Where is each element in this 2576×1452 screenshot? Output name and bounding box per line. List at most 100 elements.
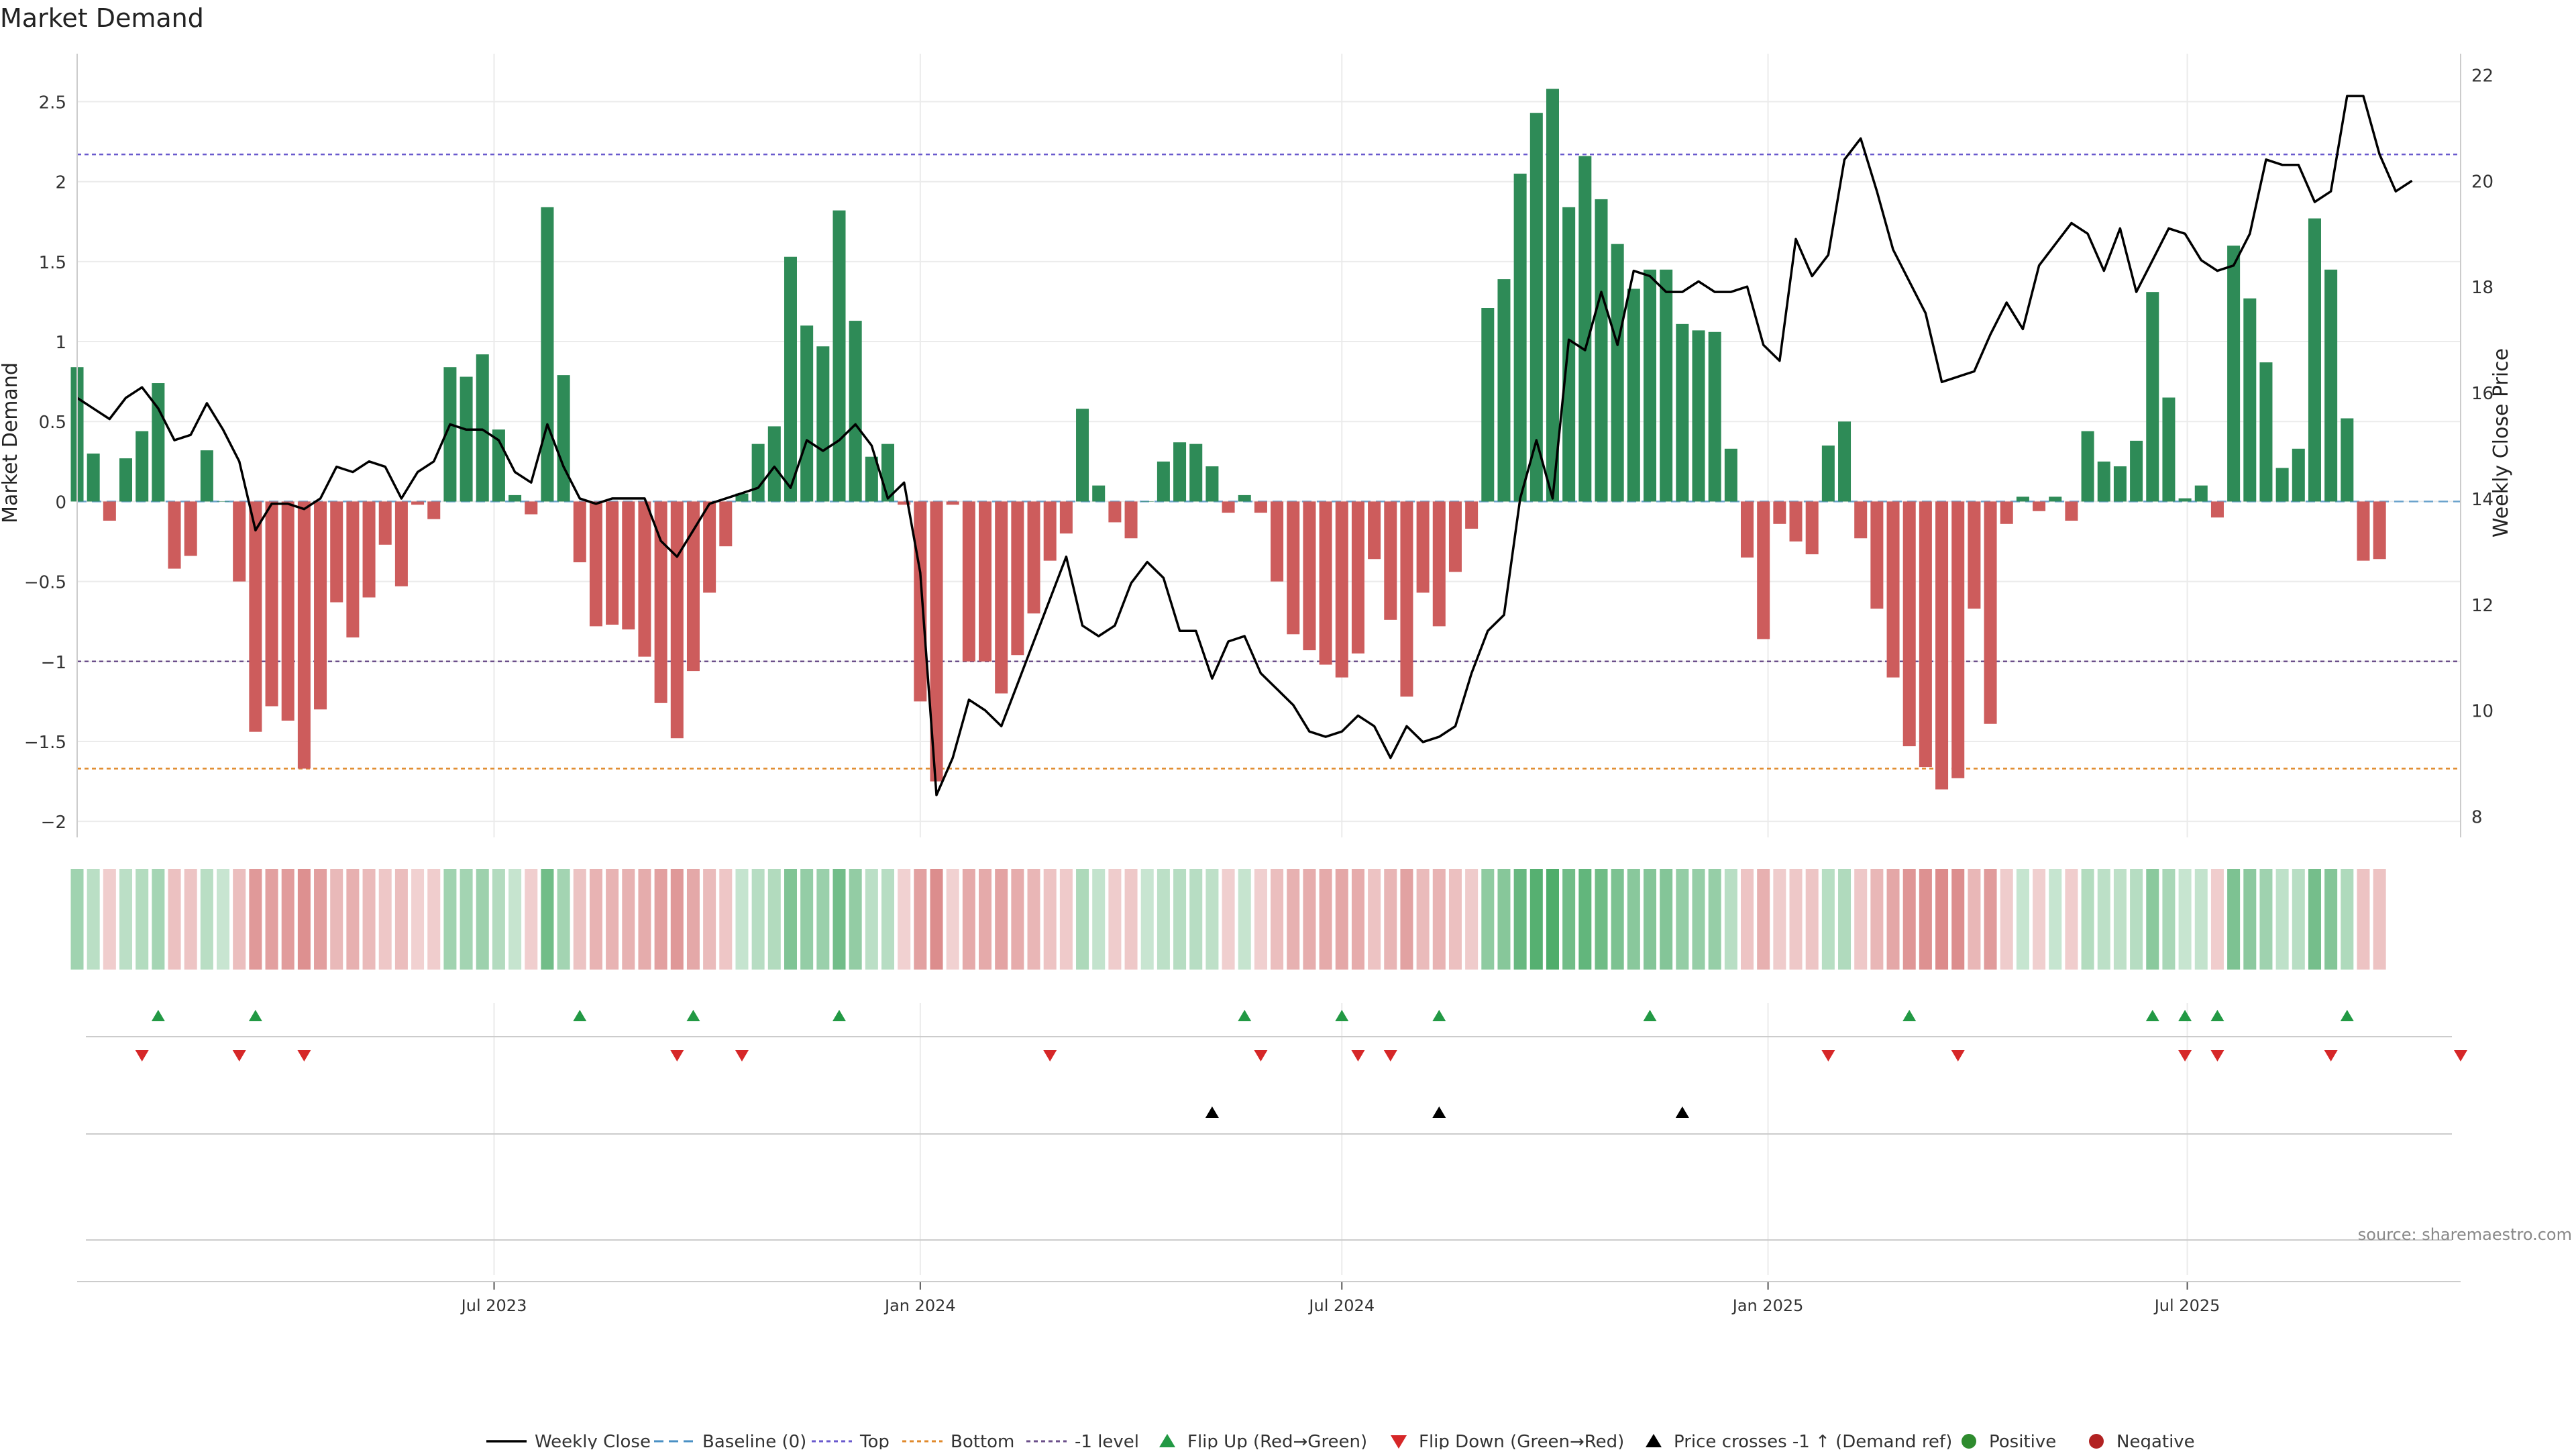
legend-weekly-close-label: Weekly Close bbox=[535, 1432, 651, 1449]
heat-cell bbox=[2373, 869, 2386, 970]
demand-bar bbox=[2130, 440, 2143, 502]
demand-bar bbox=[686, 501, 700, 672]
demand-bar bbox=[1805, 501, 1819, 555]
chart-title: Market Demand bbox=[0, 3, 204, 33]
heat-cell bbox=[2357, 869, 2370, 970]
demand-bar bbox=[1448, 501, 1462, 572]
heat-cell bbox=[217, 869, 230, 970]
demand-bar bbox=[508, 495, 522, 502]
demand-bar bbox=[427, 501, 441, 519]
legend-minus-one-label: -1 level bbox=[1075, 1432, 1139, 1449]
price-cross-markers bbox=[1205, 1106, 1689, 1118]
demand-bar bbox=[184, 501, 197, 556]
heat-cell bbox=[2081, 869, 2094, 970]
y-tick-left: −2 bbox=[41, 813, 66, 833]
demand-bar bbox=[1481, 308, 1495, 502]
heat-cell bbox=[1886, 869, 1900, 970]
heat-cell bbox=[2146, 869, 2159, 970]
y-tick-right: 14 bbox=[2471, 490, 2493, 510]
demand-bar bbox=[622, 501, 635, 630]
heat-cell bbox=[2113, 869, 2127, 970]
flip-up-marker bbox=[686, 1010, 700, 1021]
heat-cell bbox=[751, 869, 765, 970]
demand-bar bbox=[297, 501, 311, 769]
flip-down-marker bbox=[1043, 1050, 1057, 1061]
price-cross-marker bbox=[1675, 1106, 1689, 1118]
heat-cell bbox=[979, 869, 992, 970]
demand-bar bbox=[378, 501, 392, 545]
demand-bar bbox=[1951, 501, 1965, 778]
heat-cell bbox=[314, 869, 327, 970]
heat-cell bbox=[1157, 869, 1170, 970]
flip-down-marker bbox=[1254, 1050, 1268, 1061]
heat-cell bbox=[233, 869, 246, 970]
heat-cell bbox=[103, 869, 116, 970]
y-tick-right: 10 bbox=[2471, 702, 2493, 722]
price-cross-marker bbox=[1205, 1106, 1219, 1118]
legend: Weekly Close Baseline (0) Top Bottom -1 leve… bbox=[486, 1432, 2195, 1452]
demand-bar bbox=[816, 346, 830, 502]
flip-down-marker bbox=[1951, 1050, 1965, 1061]
demand-bar bbox=[767, 426, 781, 502]
heat-cell bbox=[557, 869, 570, 970]
demand-bar bbox=[1838, 421, 1851, 502]
flip-up-marker bbox=[248, 1010, 262, 1021]
demand-bar bbox=[2000, 501, 2013, 524]
demand-bar bbox=[2081, 431, 2094, 502]
demand-bar bbox=[1627, 289, 1640, 502]
demand-bar bbox=[1497, 279, 1511, 502]
y-tick-left: 1.5 bbox=[39, 253, 66, 273]
demand-bar bbox=[1660, 269, 1673, 502]
heat-cell bbox=[589, 869, 602, 970]
heat-cell bbox=[1497, 869, 1511, 970]
demand-bar bbox=[751, 444, 765, 502]
demand-bar bbox=[2065, 501, 2078, 521]
legend-price-cross-label: Price crosses -1 ↑ (Demand ref) bbox=[1674, 1432, 1952, 1449]
heat-cell bbox=[833, 869, 846, 970]
demand-bar bbox=[1222, 501, 1235, 513]
demand-bar bbox=[2324, 269, 2338, 502]
heat-cell bbox=[1287, 869, 1300, 970]
demand-bar bbox=[1027, 501, 1040, 614]
demand-bar bbox=[2178, 498, 2192, 502]
demand-heat-strip bbox=[70, 869, 2386, 970]
heat-cell bbox=[394, 869, 408, 970]
heat-cell bbox=[719, 869, 733, 970]
y-tick-left: −1 bbox=[41, 653, 66, 673]
heat-cell bbox=[2341, 869, 2354, 970]
heat-cell bbox=[1092, 869, 1106, 970]
heat-cell bbox=[1400, 869, 1413, 970]
demand-bar bbox=[979, 501, 992, 662]
demand-bar bbox=[1595, 199, 1608, 502]
heat-cell bbox=[2308, 869, 2321, 970]
demand-bar bbox=[362, 501, 376, 598]
demand-bar bbox=[1043, 501, 1057, 561]
demand-bar bbox=[330, 501, 343, 603]
heat-cell bbox=[881, 869, 895, 970]
heat-cell bbox=[1789, 869, 1803, 970]
y-tick-right: 18 bbox=[2471, 278, 2493, 298]
heat-cell bbox=[249, 869, 262, 970]
price-line bbox=[76, 95, 2413, 796]
demand-bar bbox=[800, 325, 814, 502]
legend-flip-down-swatch bbox=[1391, 1435, 1407, 1449]
demand-bar bbox=[476, 354, 489, 502]
flip-down-marker bbox=[2210, 1050, 2224, 1061]
heat-cell bbox=[606, 869, 619, 970]
demand-bar bbox=[1076, 409, 1089, 502]
flip-down-marker bbox=[735, 1050, 749, 1061]
price-line-layer bbox=[76, 95, 2413, 796]
heat-cell bbox=[2210, 869, 2224, 970]
heat-cell bbox=[1027, 869, 1040, 970]
heat-cell bbox=[1724, 869, 1737, 970]
demand-bar bbox=[914, 501, 927, 702]
demand-bar bbox=[849, 321, 862, 502]
demand-bar bbox=[703, 501, 716, 593]
demand-bar bbox=[1189, 444, 1203, 502]
flip-up-marker bbox=[2340, 1010, 2354, 1021]
heat-cell bbox=[1271, 869, 1284, 970]
demand-bar bbox=[735, 493, 749, 502]
flip-up-marker bbox=[1643, 1010, 1657, 1021]
heat-cell bbox=[427, 869, 441, 970]
